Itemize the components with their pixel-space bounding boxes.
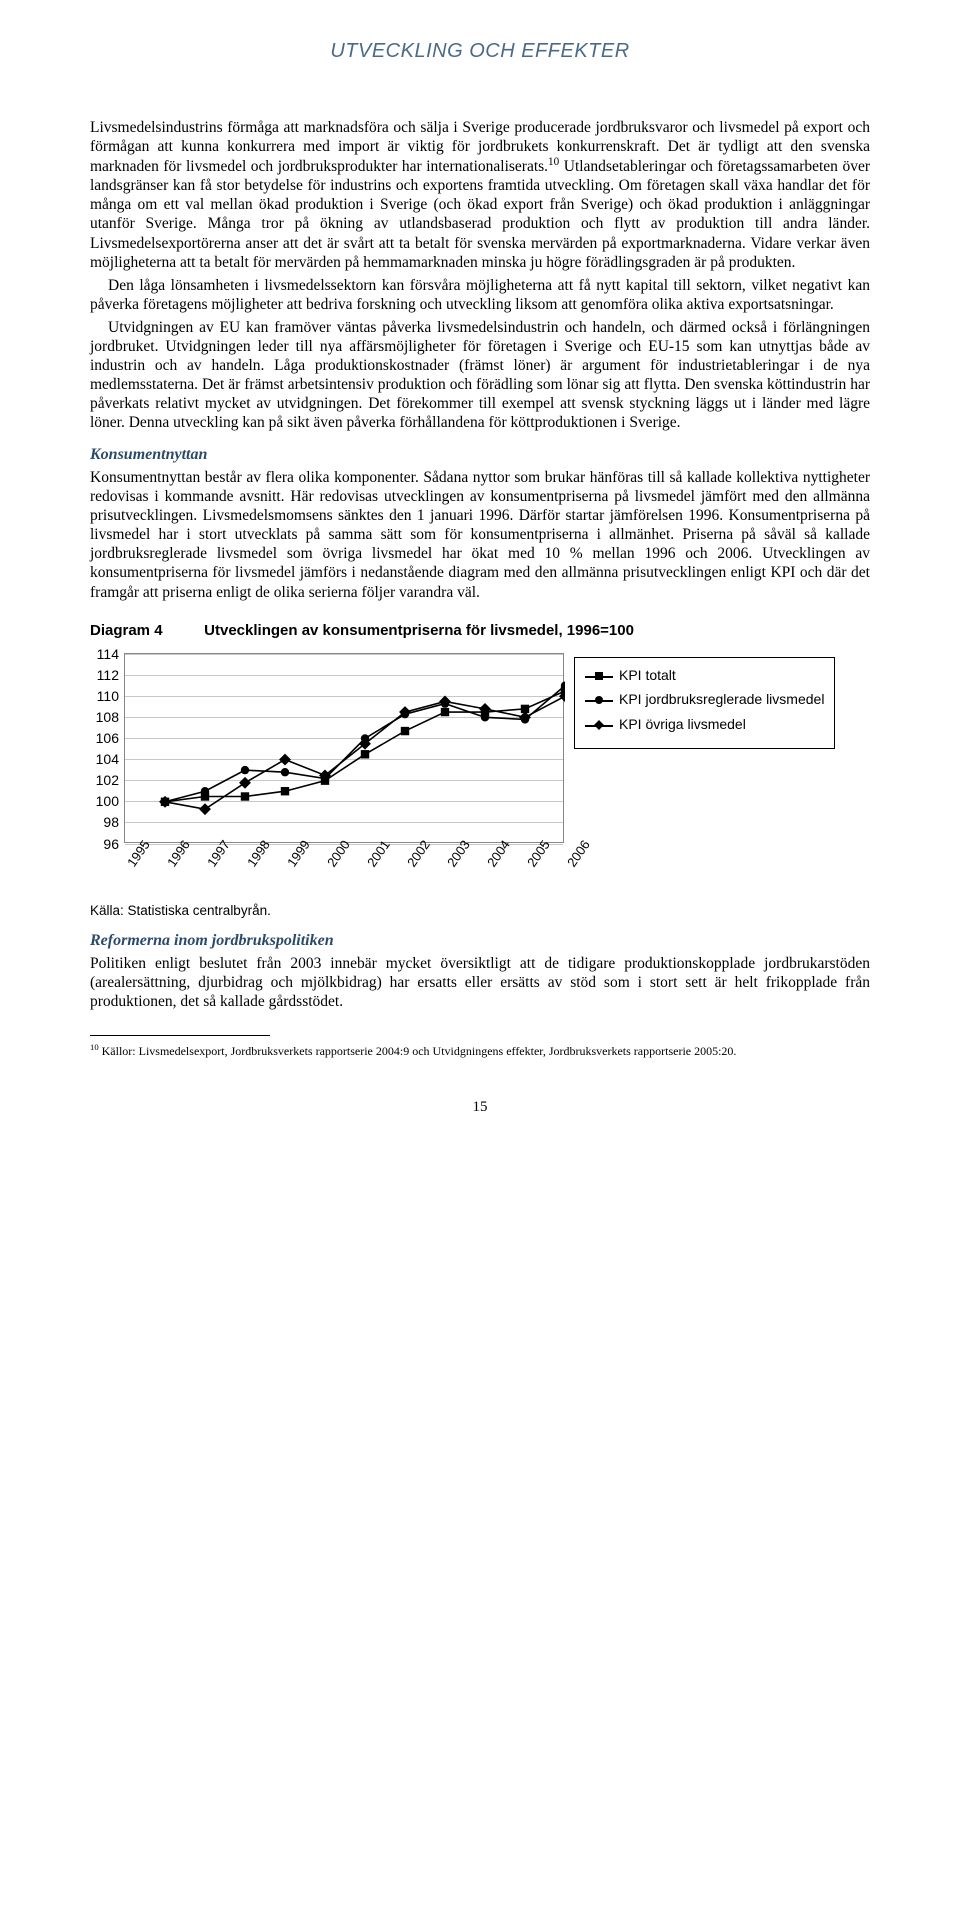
x-tick-label: 2000: [324, 861, 336, 870]
footnote-10: 10 Källor: Livsmedelsexport, Jordbruksve…: [90, 1042, 870, 1060]
chart-plot: 9698100102104106108110112114 19951996199…: [124, 653, 564, 885]
footnote-ref-10: 10: [548, 156, 559, 168]
paragraph-1: Livsmedelsindustrins förmåga att marknad…: [90, 118, 870, 272]
y-tick-label: 100: [96, 793, 125, 809]
subhead-reformerna: Reformerna inom jordbrukspolitiken: [90, 932, 870, 950]
legend-label: KPI övriga livsmedel: [619, 715, 746, 734]
diagram-title: Diagram 4 Utvecklingen av konsumentprise…: [90, 622, 870, 639]
series-marker: [281, 787, 289, 795]
series-marker: [241, 792, 249, 800]
x-tick-label: 1998: [244, 861, 256, 870]
legend-swatch: [585, 669, 613, 683]
series-marker: [281, 768, 289, 776]
y-tick-label: 112: [97, 667, 125, 683]
chart-container: 9698100102104106108110112114 19951996199…: [90, 653, 870, 885]
series-marker: [279, 753, 291, 765]
chart-legend: KPI totalt KPI jordbruksreglerade livsmed…: [574, 657, 835, 750]
y-tick-label: 104: [96, 751, 125, 767]
paragraph-3: Utvidgningen av EU kan framöver väntas p…: [90, 318, 870, 432]
legend-item: KPI totalt: [585, 666, 824, 685]
series-marker: [401, 726, 409, 734]
legend-item: KPI jordbruksreglerade livsmedel: [585, 690, 824, 709]
x-tick-label: 1995: [124, 861, 136, 870]
x-axis-labels: 1995 1996 1997 1998 1999 2000 2001 2002 2003 2004…: [124, 843, 564, 885]
x-tick-label: 1999: [284, 861, 296, 870]
y-tick-label: 106: [96, 730, 125, 746]
running-header: UTVECKLING OCH EFFEKTER: [90, 40, 870, 63]
plot-area: 9698100102104106108110112114: [124, 653, 564, 843]
legend-item: KPI övriga livsmedel: [585, 715, 824, 734]
diagram-label: Diagram 4: [90, 622, 200, 639]
footnote-marker: 10: [90, 1042, 99, 1052]
legend-swatch: [585, 718, 613, 732]
series-marker: [199, 803, 211, 815]
konsument-paragraph: Konsumentnyttan består av flera olika ko…: [90, 468, 870, 601]
x-tick-label: 2005: [524, 861, 536, 870]
legend-swatch: [585, 693, 613, 707]
page-number: 15: [90, 1099, 870, 1116]
legend-label: KPI jordbruksreglerade livsmedel: [619, 690, 824, 709]
y-tick-label: 110: [97, 688, 125, 704]
footnote-text: Källor: Livsmedelsexport, Jordbruksverke…: [99, 1044, 737, 1058]
subhead-konsumentnyttan: Konsumentnyttan: [90, 446, 870, 464]
paragraph-2: Den låga lönsamheten i livsmedelssektorn…: [90, 276, 870, 314]
x-tick-label: 1997: [204, 861, 216, 870]
x-tick-label: 2003: [444, 861, 456, 870]
series-marker: [519, 711, 531, 723]
legend-label: KPI totalt: [619, 666, 676, 685]
x-tick-label: 1996: [164, 861, 176, 870]
x-tick-label: 2006: [564, 861, 576, 870]
footnote-rule: [90, 1035, 270, 1036]
x-tick-label: 2001: [364, 861, 376, 870]
y-tick-label: 114: [97, 646, 125, 662]
series-marker: [241, 766, 249, 774]
y-tick-label: 102: [96, 772, 125, 788]
series-marker: [201, 787, 209, 795]
x-tick-label: 2004: [484, 861, 496, 870]
y-tick-label: 98: [103, 814, 125, 830]
y-tick-label: 96: [103, 836, 125, 852]
series-marker: [361, 750, 369, 758]
y-tick-label: 108: [96, 709, 125, 725]
chart-source: Källa: Statistiska centralbyrån.: [90, 903, 870, 918]
series-marker: [441, 707, 449, 715]
series-marker: [239, 776, 251, 788]
diagram-caption: Utvecklingen av konsumentpriserna för li…: [204, 622, 634, 639]
reformer-paragraph: Politiken enligt beslutet från 2003 inne…: [90, 954, 870, 1011]
x-tick-label: 2002: [404, 861, 416, 870]
